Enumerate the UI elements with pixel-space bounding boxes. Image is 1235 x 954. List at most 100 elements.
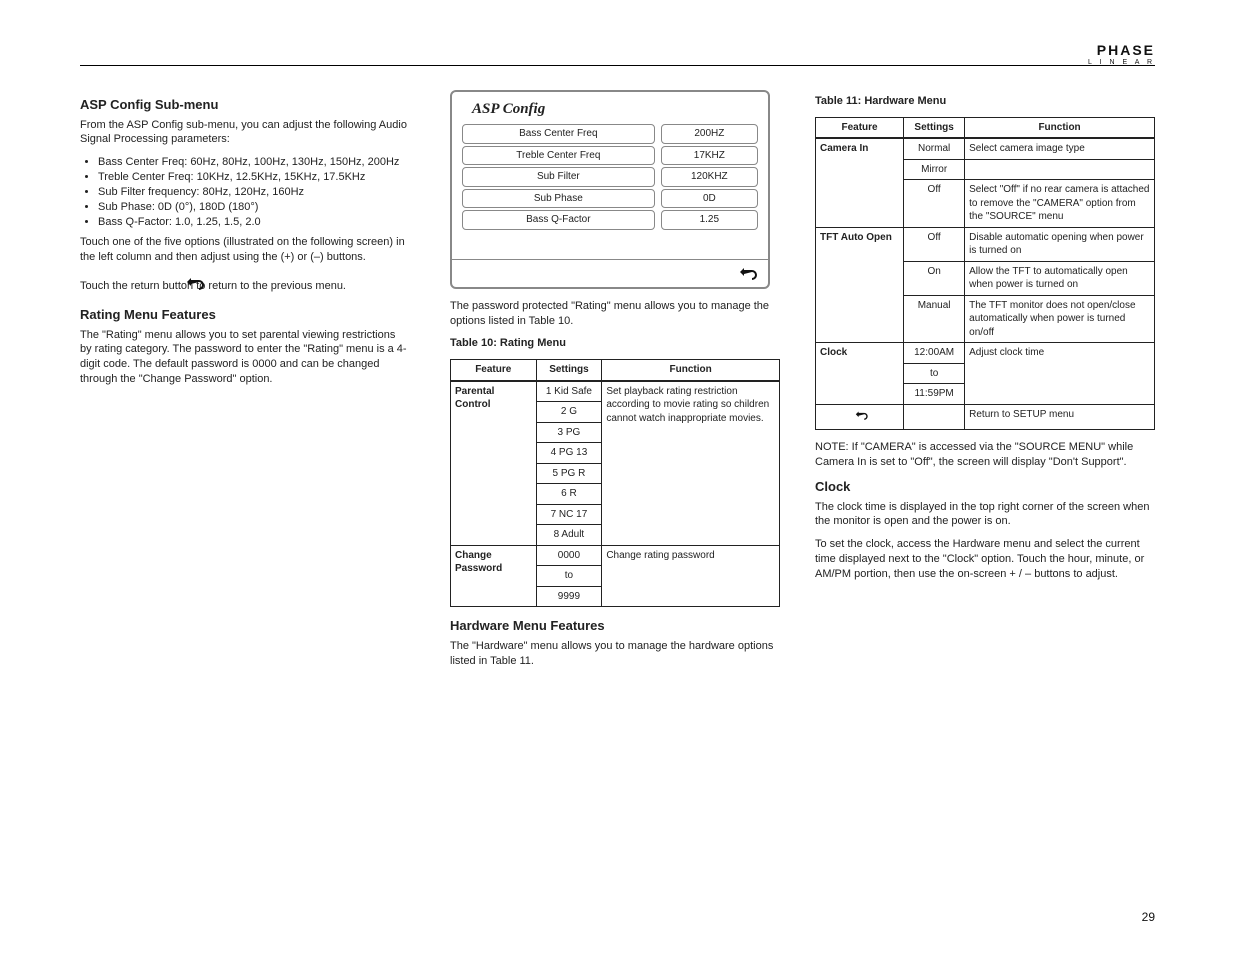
cell: Change rating password (602, 545, 780, 607)
cell: Off (904, 180, 965, 228)
brand-top: PHASE (1097, 42, 1155, 58)
brand-bottom: L I N E A R (1088, 59, 1155, 66)
row-label[interactable]: Sub Filter (462, 167, 655, 187)
th-settings: Settings (904, 117, 965, 138)
table-header-row: Feature Settings Function (451, 360, 780, 381)
panel-title: ASP Config (452, 92, 768, 123)
table-row: Clock12:00AMAdjust clock time (816, 343, 1155, 364)
left-para3: The "Rating" menu allows you to set pare… (80, 328, 410, 387)
header-rule (80, 65, 1155, 66)
mid-heading-hw: Hardware Menu Features (450, 617, 780, 635)
back-icon[interactable] (734, 263, 758, 288)
cell: 6 R (536, 484, 602, 505)
cell: Disable automatic opening when power is … (965, 227, 1155, 261)
bullet: Sub Phase: 0D (0°), 180D (180°) (98, 200, 410, 215)
left-column: ASP Config Sub-menu From the ASP Config … (80, 90, 410, 395)
row-value[interactable]: 120KHZ (661, 167, 758, 187)
table-row: Change Password0000Change rating passwor… (451, 545, 780, 566)
panel-row: Treble Center Freq 17KHZ (452, 145, 768, 167)
cell: Allow the TFT to automatically open when… (965, 261, 1155, 295)
cell: 12:00AM (904, 343, 965, 364)
table11-caption: Table 11: Hardware Menu (815, 94, 1155, 109)
panel-row: Sub Phase 0D (452, 188, 768, 210)
cell (965, 159, 1155, 180)
cell: Camera In (816, 138, 904, 227)
cell: Normal (904, 138, 965, 159)
row-label[interactable]: Bass Center Freq (462, 124, 655, 144)
cell (904, 404, 965, 430)
brand-logo: PHASE L I N E A R (1088, 46, 1155, 66)
cell: 3 PG (536, 422, 602, 443)
page-number: 29 (1142, 910, 1155, 924)
right-note: NOTE: If "CAMERA" is accessed via the "S… (815, 440, 1155, 470)
asp-config-panel: ASP Config Bass Center Freq 200HZ Treble … (450, 90, 770, 289)
cell: 1 Kid Safe (536, 381, 602, 402)
row-value[interactable]: 200HZ (661, 124, 758, 144)
panel-row: Bass Q-Factor 1.25 (452, 209, 768, 231)
cell: Parental Control (451, 381, 537, 546)
th-settings: Settings (536, 360, 602, 381)
cell: 7 NC 17 (536, 504, 602, 525)
right-heading-clock: Clock (815, 478, 1155, 496)
cell: to (904, 363, 965, 384)
bullet: Bass Q-Factor: 1.0, 1.25, 1.5, 2.0 (98, 215, 410, 230)
panel-footer (452, 259, 768, 287)
th-function: Function (965, 117, 1155, 138)
th-feature: Feature (451, 360, 537, 381)
table-hardware: Feature Settings Function Camera InNorma… (815, 117, 1155, 431)
table-rating: Feature Settings Function Parental Contr… (450, 359, 780, 607)
cell: Select camera image type (965, 138, 1155, 159)
row-label[interactable]: Sub Phase (462, 189, 655, 209)
left-para2b: Touch the return button to return to the… (80, 273, 410, 298)
right-para3: To set the clock, access the Hardware me… (815, 537, 1155, 582)
cell: to (536, 566, 602, 587)
bullet: Sub Filter frequency: 80Hz, 120Hz, 160Hz (98, 185, 410, 200)
right-column: Table 11: Hardware Menu Feature Settings… (815, 90, 1155, 590)
table-row: Camera InNormalSelect camera image type (816, 138, 1155, 159)
mid-para1: The password protected "Rating" menu all… (450, 299, 780, 329)
cell: Manual (904, 295, 965, 343)
cell: Clock (816, 343, 904, 405)
cell: 4 PG 13 (536, 443, 602, 464)
cell: Change Password (451, 545, 537, 607)
cell: 9999 (536, 586, 602, 607)
cell: TFT Auto Open (816, 227, 904, 343)
cell: 8 Adult (536, 525, 602, 546)
cell-back-icon (816, 404, 904, 430)
table-row: Parental Control1 Kid SafeSet playback r… (451, 381, 780, 402)
row-value[interactable]: 1.25 (661, 210, 758, 230)
cell: 0000 (536, 545, 602, 566)
left-para1: From the ASP Config sub-menu, you can ad… (80, 118, 410, 148)
cell: Set playback rating restriction accordin… (602, 381, 780, 546)
cell: Mirror (904, 159, 965, 180)
mid-para2: The "Hardware" menu allows you to manage… (450, 639, 780, 669)
bullet: Bass Center Freq: 60Hz, 80Hz, 100Hz, 130… (98, 155, 410, 170)
panel-row: Bass Center Freq 200HZ (452, 123, 768, 145)
cell: Off (904, 227, 965, 261)
table-header-row: Feature Settings Function (816, 117, 1155, 138)
cell: 5 PG R (536, 463, 602, 484)
cell: 11:59PM (904, 384, 965, 405)
th-feature: Feature (816, 117, 904, 138)
row-value[interactable]: 17KHZ (661, 146, 758, 166)
cell: Return to SETUP menu (965, 404, 1155, 430)
cell: On (904, 261, 965, 295)
cell: The TFT monitor does not open/close auto… (965, 295, 1155, 343)
left-para2b-text: Touch the return button to return to the… (80, 280, 346, 292)
right-para2: The clock time is displayed in the top r… (815, 500, 1155, 530)
left-para2a: Touch one of the five options (illustrat… (80, 235, 410, 265)
cell: Select "Off" if no rear camera is attach… (965, 180, 1155, 228)
table10-caption: Table 10: Rating Menu (450, 336, 780, 351)
bullet: Treble Center Freq: 10KHz, 12.5KHz, 15KH… (98, 170, 410, 185)
left-heading-rating: Rating Menu Features (80, 306, 410, 324)
row-label[interactable]: Bass Q-Factor (462, 210, 655, 230)
left-heading-asp: ASP Config Sub-menu (80, 96, 410, 114)
th-function: Function (602, 360, 780, 381)
cell: 2 G (536, 402, 602, 423)
middle-column: ASP Config Bass Center Freq 200HZ Treble … (450, 90, 780, 677)
return-icon (181, 284, 205, 296)
panel-row: Sub Filter 120KHZ (452, 166, 768, 188)
row-label[interactable]: Treble Center Freq (462, 146, 655, 166)
cell: Adjust clock time (965, 343, 1155, 405)
row-value[interactable]: 0D (661, 189, 758, 209)
